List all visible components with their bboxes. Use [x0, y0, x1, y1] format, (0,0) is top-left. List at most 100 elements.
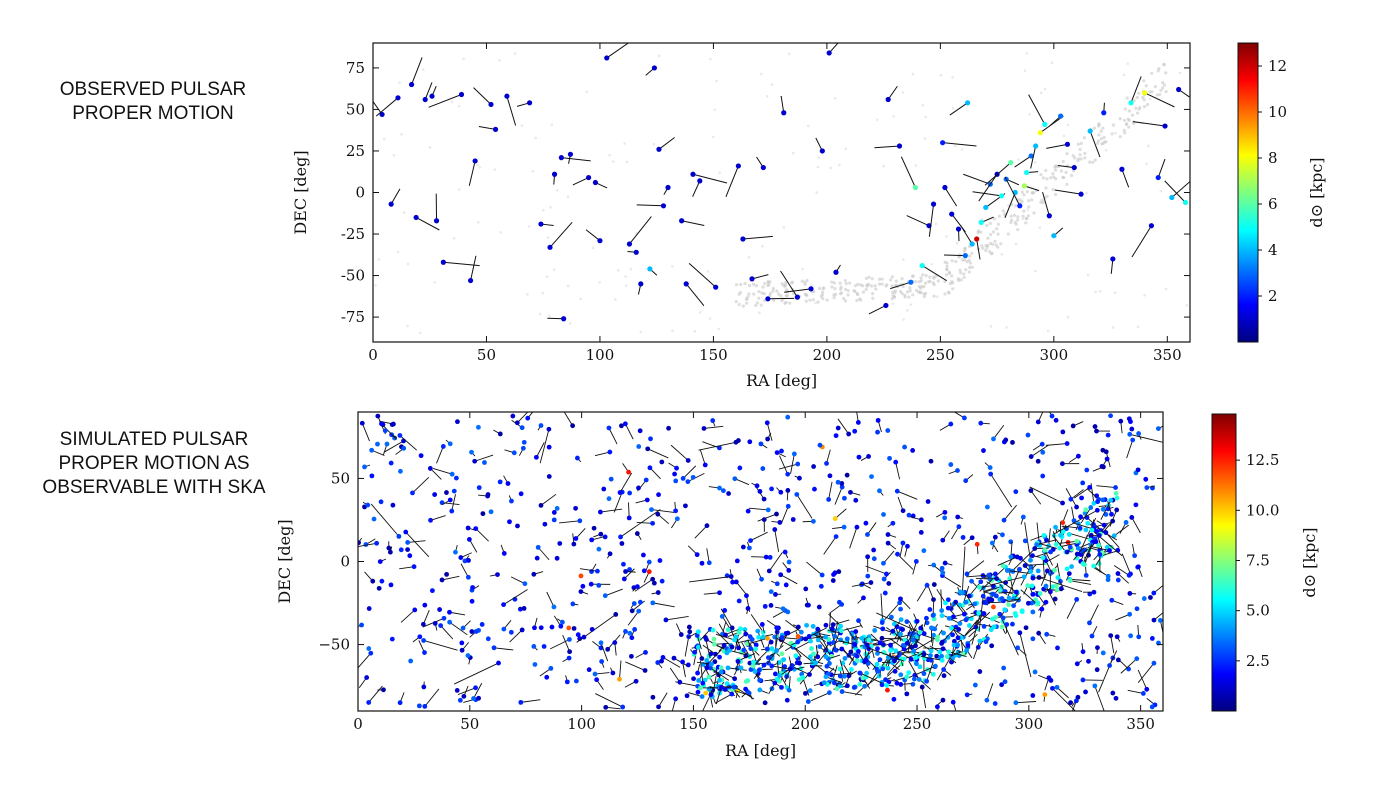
pulsar-point — [1053, 524, 1058, 530]
proper-motion-vector — [503, 589, 528, 606]
pulsar-point — [459, 647, 465, 653]
proper-motion-vector — [1045, 585, 1057, 606]
pulsar-point — [573, 678, 579, 684]
background-source — [844, 281, 848, 286]
pulsar-point — [602, 534, 608, 540]
proper-motion-vector — [436, 446, 444, 464]
pulsar-point — [942, 515, 948, 521]
background-source — [909, 303, 913, 306]
background-source — [1114, 131, 1117, 135]
proper-motion-vector — [734, 632, 740, 653]
pulsar-point — [370, 578, 376, 584]
pulsar-point — [1126, 416, 1132, 422]
proper-motion-vector — [407, 540, 426, 543]
background-source — [817, 286, 822, 291]
proper-motion-vector — [865, 565, 887, 575]
pulsar-point — [485, 636, 491, 642]
proper-motion-vector — [1042, 557, 1045, 577]
proper-motion-vector — [785, 619, 802, 633]
pulsar-point — [823, 654, 829, 660]
pulsar-point — [637, 599, 643, 605]
pulsar-point — [977, 638, 983, 644]
pulsar-point — [785, 488, 791, 493]
pulsar-point — [1133, 502, 1139, 508]
pulsar-point — [984, 697, 990, 703]
pulsar-point — [1134, 656, 1140, 662]
proper-motion-vector — [600, 508, 623, 513]
background-source — [1142, 104, 1147, 109]
pulsar-point — [413, 214, 419, 221]
pulsar-point — [680, 476, 686, 481]
pulsar-point — [629, 608, 635, 614]
background-source — [1143, 293, 1146, 297]
pulsar-point — [621, 576, 627, 582]
pulsar-point — [567, 637, 572, 642]
background-source — [1062, 134, 1066, 138]
background-source — [819, 294, 823, 298]
pulsar-point — [359, 420, 365, 426]
pulsar-point — [784, 697, 790, 703]
pulsar-point — [790, 517, 796, 522]
pulsar-point — [902, 444, 907, 450]
background-source — [814, 301, 817, 305]
background-source — [457, 104, 461, 108]
pulsar-point — [706, 560, 712, 566]
pulsar-point — [613, 612, 619, 617]
proper-motion-vector — [951, 526, 960, 540]
pulsar-point — [942, 560, 948, 566]
background-source — [1162, 62, 1166, 66]
background-source — [1043, 87, 1047, 91]
pulsar-point — [766, 655, 771, 660]
pulsar-point — [1021, 183, 1027, 189]
background-source — [1028, 113, 1031, 116]
proper-motion-vector — [707, 649, 722, 665]
pulsar-point — [853, 629, 859, 634]
pulsar-point — [1118, 418, 1124, 424]
pulsar-point — [655, 660, 661, 665]
background-source — [951, 281, 955, 285]
proper-motion-vector — [984, 162, 1012, 186]
pulsar-point — [753, 646, 759, 652]
pulsar-point — [740, 544, 746, 550]
background-source — [1050, 61, 1054, 65]
pulsar-point — [618, 534, 623, 540]
proper-motion-vector — [424, 82, 433, 100]
pulsar-point — [1091, 563, 1097, 569]
pulsar-point — [589, 626, 595, 632]
proper-motion-vector — [1035, 551, 1051, 558]
pulsar-point — [396, 533, 402, 539]
background-source — [1110, 132, 1114, 136]
pulsar-point — [900, 627, 906, 632]
background-source — [858, 297, 862, 301]
pulsar-point — [894, 488, 900, 494]
background-source — [963, 249, 967, 253]
pulsar-point — [1037, 130, 1043, 136]
background-source — [768, 280, 772, 284]
proper-motion-vector — [1070, 489, 1084, 500]
background-source — [963, 246, 967, 251]
proper-motion-vector — [825, 676, 843, 684]
background-source — [955, 242, 959, 245]
pulsar-point — [1000, 532, 1005, 538]
pulsar-point — [745, 606, 751, 611]
proper-motion-vector — [624, 423, 634, 440]
background-source — [1006, 232, 1010, 236]
background-source — [816, 300, 820, 304]
background-source — [908, 289, 912, 293]
background-source — [970, 251, 974, 255]
top-label-line-2: PROPER MOTION — [72, 103, 234, 124]
background-source — [932, 276, 936, 280]
proper-motion-vector — [828, 613, 842, 627]
pulsar-point — [913, 559, 919, 564]
background-source — [1046, 329, 1050, 333]
background-source — [1159, 189, 1163, 193]
background-source — [541, 291, 545, 295]
background-source — [616, 268, 620, 272]
pulsar-point — [885, 96, 891, 103]
background-source — [985, 246, 989, 250]
background-source — [566, 195, 570, 199]
pulsar-point — [673, 508, 679, 514]
background-source — [891, 302, 895, 305]
background-source — [924, 292, 928, 296]
pulsar-point — [488, 509, 494, 515]
